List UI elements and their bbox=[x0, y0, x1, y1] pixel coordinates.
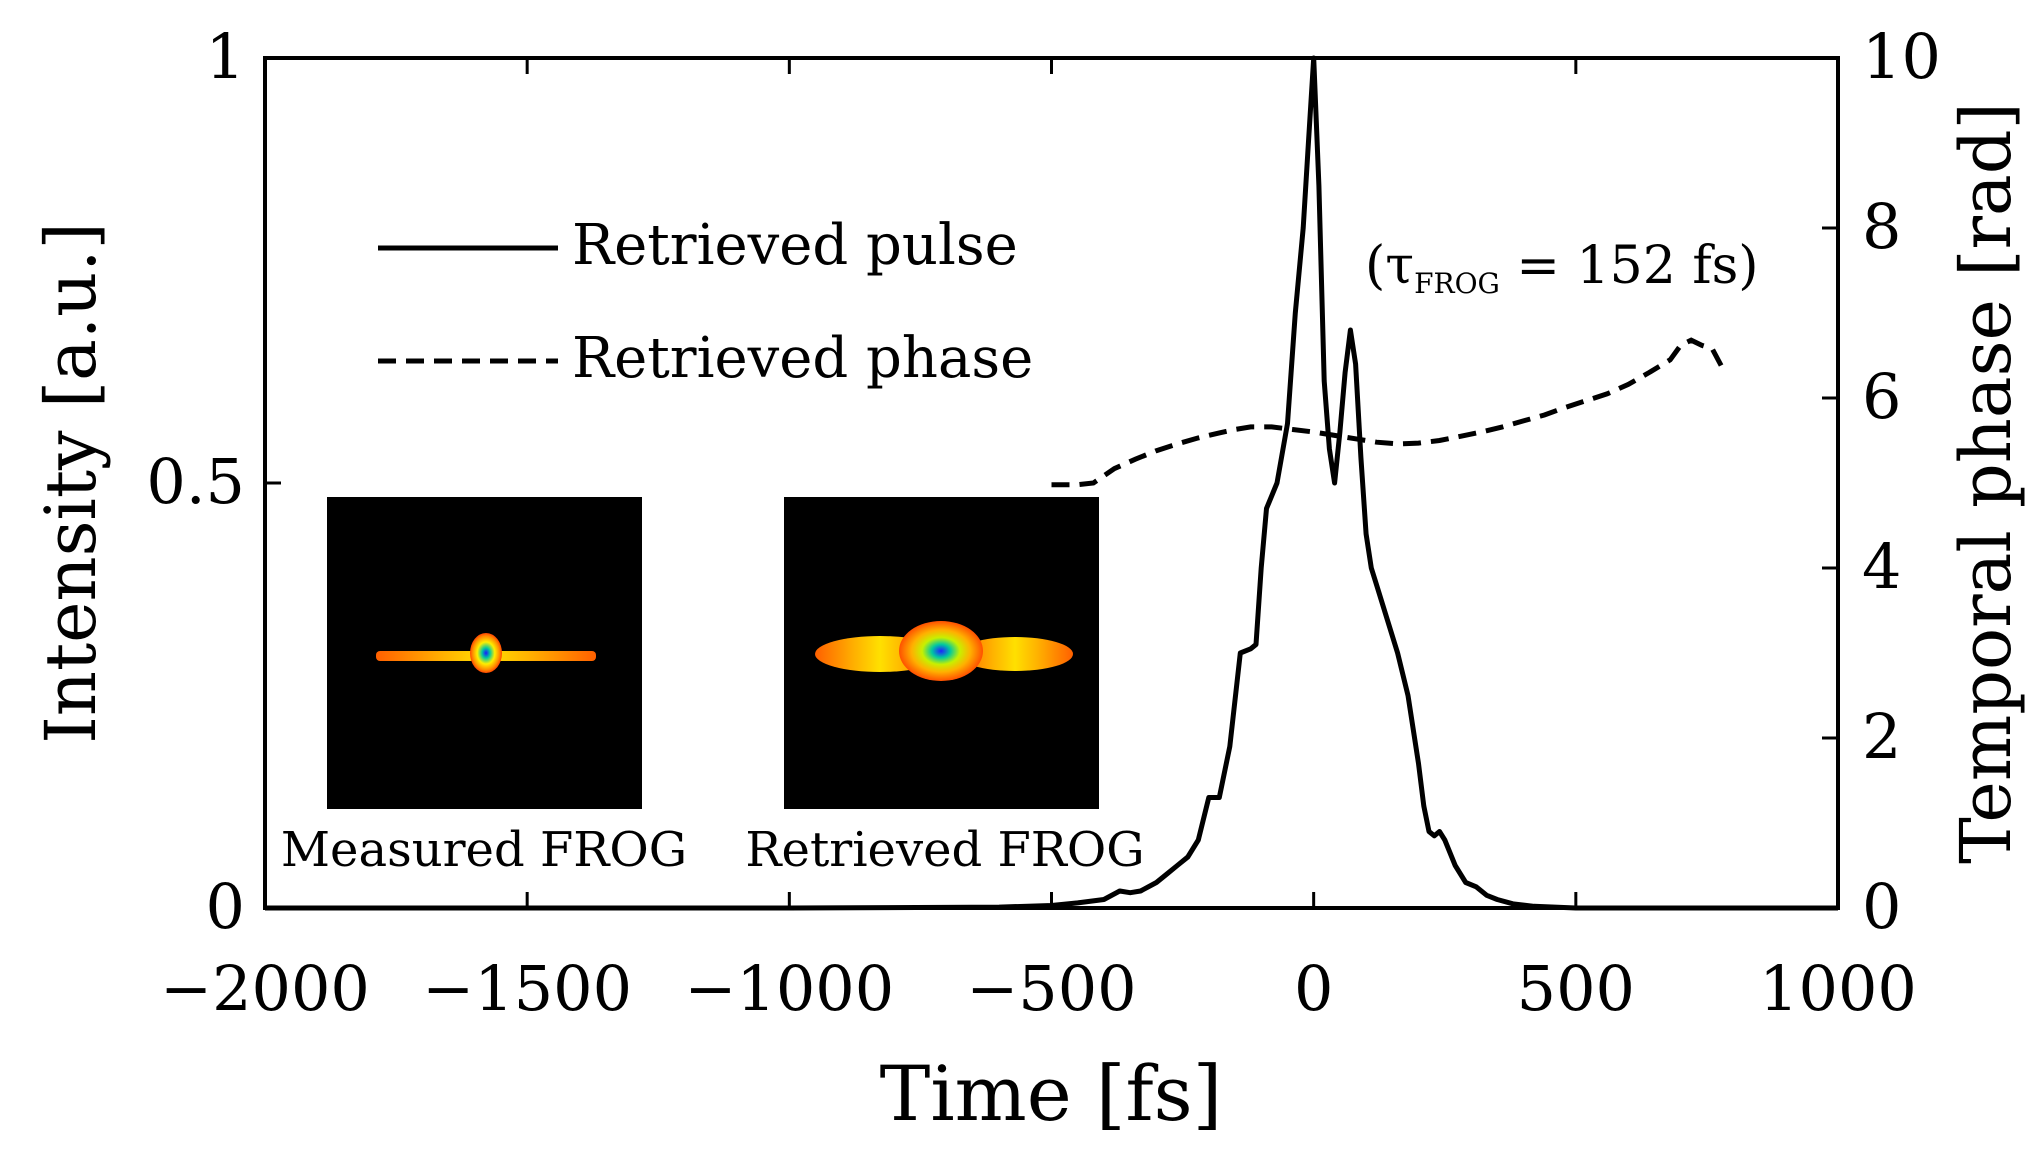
tau-frog-annotation: (τFROG = 152 fs) bbox=[1365, 236, 1759, 300]
left-y-tick-label-1: 0.5 bbox=[146, 445, 245, 518]
x-axis-label: Time [fs] bbox=[880, 1049, 1223, 1138]
annotation-subscript: FROG bbox=[1414, 267, 1500, 300]
left-y-tick-labels: 00.51 bbox=[146, 20, 245, 943]
measured-frog-core bbox=[470, 633, 502, 673]
right-y-tick-label-0: 0 bbox=[1862, 870, 1901, 943]
legend-label-pulse: Retrieved pulse bbox=[572, 213, 1018, 278]
inset-measured-frog: Measured FROG bbox=[281, 497, 687, 878]
right-y-tick-label-5: 10 bbox=[1862, 20, 1941, 93]
legend: Retrieved pulse Retrieved phase bbox=[378, 213, 1033, 391]
x-tick-label-2: −1000 bbox=[684, 952, 894, 1025]
retrieved-frog-core bbox=[899, 621, 983, 681]
x-tick-label-4: 0 bbox=[1294, 952, 1333, 1025]
right-y-tick-label-3: 6 bbox=[1862, 360, 1901, 433]
x-tick-label-5: 500 bbox=[1517, 952, 1635, 1025]
right-y-tick-label-1: 2 bbox=[1862, 700, 1901, 773]
x-tick-labels: −2000 −1500 −1000 −500 0 500 1000 bbox=[160, 952, 1917, 1025]
annotation-suffix: = 152 fs) bbox=[1500, 236, 1759, 296]
right-y-axis-label: Temporal phase [rad] bbox=[1945, 102, 2027, 864]
annotation-prefix: (τ bbox=[1365, 236, 1414, 296]
x-tick-label-1: −1500 bbox=[422, 952, 632, 1025]
retrieved-pulse-line bbox=[265, 55, 1838, 911]
retrieved-frog-caption: Retrieved FROG bbox=[745, 822, 1144, 878]
retrieved-phase-line bbox=[1051, 337, 1725, 488]
measured-frog-caption: Measured FROG bbox=[281, 822, 687, 878]
right-y-tick-labels: 0 2 4 6 8 10 bbox=[1862, 20, 1941, 943]
retrieved-frog-right-lobe bbox=[957, 637, 1073, 671]
x-tick-label-6: 1000 bbox=[1759, 952, 1917, 1025]
right-y-tick-label-2: 4 bbox=[1862, 530, 1901, 603]
left-y-tick-label-0: 0 bbox=[206, 870, 245, 943]
x-tick-label-3: −500 bbox=[966, 952, 1136, 1025]
left-y-axis-label: Intensity [a.u.] bbox=[30, 222, 112, 744]
inset-retrieved-frog: Retrieved FROG bbox=[745, 497, 1145, 878]
legend-label-phase: Retrieved phase bbox=[572, 326, 1033, 391]
x-tick-label-0: −2000 bbox=[160, 952, 370, 1025]
right-y-tick-label-4: 8 bbox=[1862, 190, 1901, 263]
left-y-tick-label-2: 1 bbox=[206, 20, 245, 93]
